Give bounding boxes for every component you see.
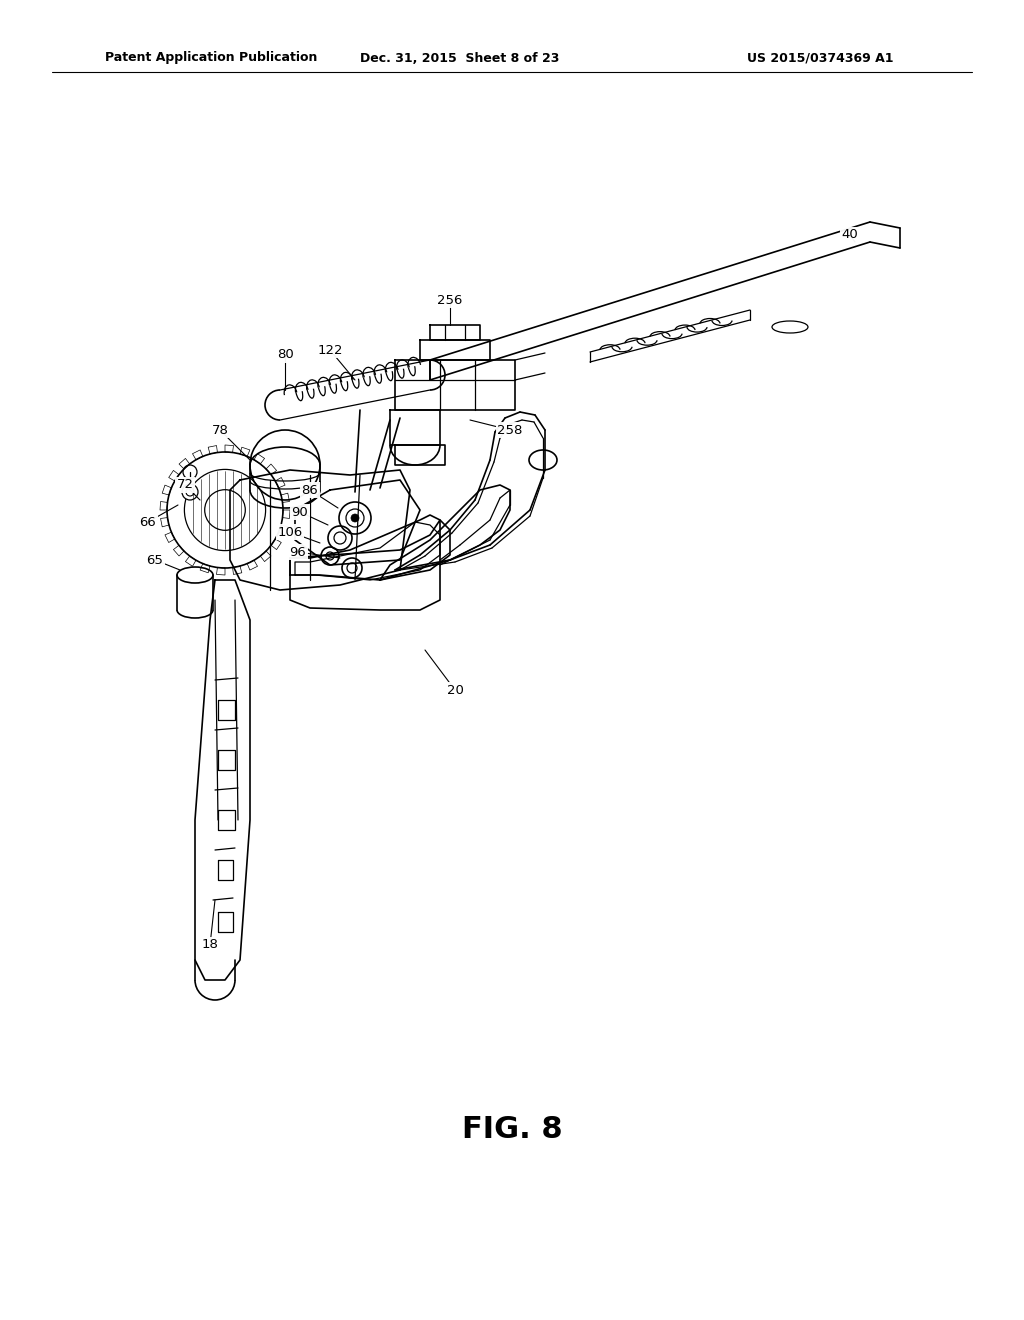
Text: Patent Application Publication: Patent Application Publication	[105, 51, 317, 65]
Text: 80: 80	[276, 348, 293, 362]
Text: 78: 78	[212, 424, 228, 437]
Text: 72: 72	[176, 479, 194, 491]
Text: 40: 40	[842, 228, 858, 242]
Circle shape	[351, 513, 359, 521]
Text: 18: 18	[202, 939, 218, 952]
Text: 122: 122	[317, 343, 343, 356]
Text: 65: 65	[146, 553, 164, 566]
Text: 258: 258	[498, 424, 522, 437]
Text: 256: 256	[437, 293, 463, 306]
Text: 106: 106	[278, 525, 303, 539]
Circle shape	[182, 484, 198, 500]
Text: 86: 86	[302, 483, 318, 496]
Text: FIG. 8: FIG. 8	[462, 1115, 562, 1144]
Text: US 2015/0374369 A1: US 2015/0374369 A1	[746, 51, 893, 65]
Text: 66: 66	[139, 516, 157, 528]
Text: 90: 90	[292, 506, 308, 519]
Text: 96: 96	[290, 545, 306, 558]
Circle shape	[186, 488, 194, 496]
Text: Dec. 31, 2015  Sheet 8 of 23: Dec. 31, 2015 Sheet 8 of 23	[360, 51, 560, 65]
Text: 20: 20	[446, 684, 464, 697]
